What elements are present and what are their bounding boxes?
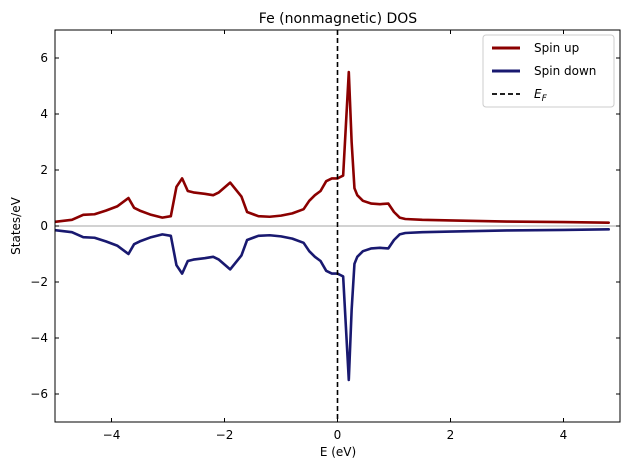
series-line-spin-down: [55, 228, 611, 382]
y-tick-label: −2: [30, 275, 48, 289]
y-tick-label: −6: [30, 387, 48, 401]
x-axis-label: E (eV): [320, 445, 356, 459]
plot-frame: [54, 29, 621, 423]
legend-label-spin-up: Spin up: [534, 41, 579, 55]
y-tick-label: 2: [40, 163, 48, 177]
legend-label-spin-down: Spin down: [534, 64, 596, 78]
x-tick-label: −2: [216, 428, 234, 442]
y-tick-label: 4: [40, 107, 48, 121]
x-tick-label: −4: [103, 428, 121, 442]
series-line-spin-up: [55, 70, 611, 224]
legend-label-fermi: EF: [534, 87, 548, 104]
chart-title: Fe (nonmagnetic) DOS: [259, 11, 418, 27]
y-tick-label: 0: [40, 219, 48, 233]
y-tick-label: 6: [40, 51, 48, 65]
legend-box: [482, 34, 615, 108]
legend: Spin up Spin down EF: [482, 34, 615, 108]
y-axis-label: States/eV: [9, 196, 23, 254]
x-tick-label: 4: [560, 428, 568, 442]
axis-ticks: −4 −2 0 2 4 −6 −4 −2 0 2 4 6: [30, 30, 620, 442]
x-tick-label: 2: [447, 428, 455, 442]
x-tick-label: 0: [334, 428, 342, 442]
y-tick-label: −4: [30, 331, 48, 345]
